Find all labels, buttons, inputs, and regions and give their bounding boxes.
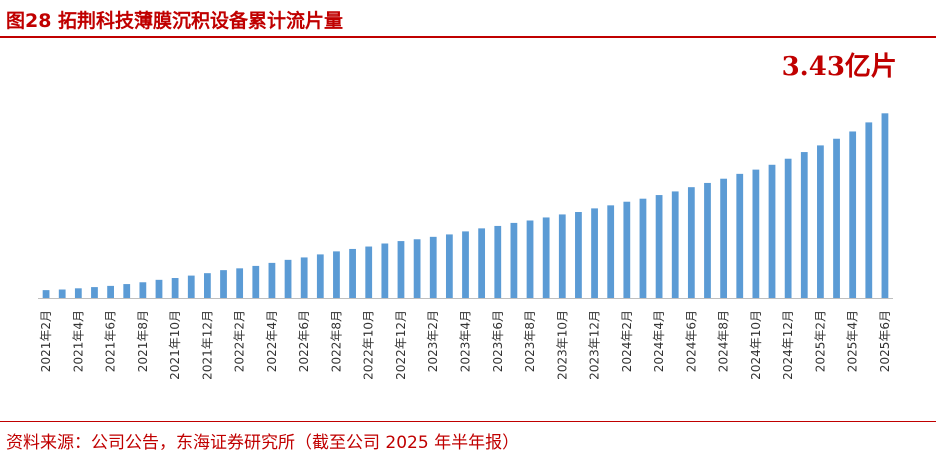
bar-18: [333, 251, 340, 298]
bar-5: [123, 284, 131, 298]
source-divider: [0, 421, 936, 422]
annotation-label: 3.43亿片: [782, 52, 897, 82]
bar-25: [445, 234, 453, 298]
bar-29: [510, 222, 518, 298]
bar-35: [607, 205, 615, 298]
bar-28: [494, 225, 502, 298]
x-tick-label: 2023年10月: [555, 310, 569, 380]
x-tick-label: 2023年6月: [491, 310, 505, 372]
bar-2: [74, 288, 82, 298]
x-tick-label: 2022年8月: [329, 310, 343, 372]
bar-17: [316, 254, 324, 298]
bar-42: [720, 178, 728, 298]
x-tick-label: 2024年12月: [781, 310, 795, 380]
bar-26: [462, 231, 469, 298]
x-tick-label: 2022年6月: [297, 310, 311, 372]
bar-45: [768, 164, 776, 298]
x-tick-label: 2025年2月: [813, 310, 827, 372]
bar-50: [849, 131, 857, 298]
bar-33: [575, 212, 582, 298]
bar-10: [204, 273, 211, 298]
bar-13: [252, 265, 260, 298]
bar-44: [752, 169, 760, 298]
bar-1: [58, 289, 66, 298]
x-tick-label: 2025年6月: [878, 310, 892, 372]
bar-48: [817, 145, 824, 298]
bar-36: [623, 201, 631, 298]
chart-title: 图28 拓荆科技薄膜沉积设备累计流片量: [6, 10, 344, 32]
x-tick-labels: 2021年2月 2021年4月 2021年6月 2021年8月 2021年10月 2021…: [39, 310, 892, 380]
bar-31: [542, 217, 550, 298]
bar-4: [107, 285, 114, 298]
bar-8: [171, 278, 179, 298]
bar-37: [639, 198, 647, 298]
x-tick-label: 2021年12月: [200, 310, 214, 380]
source-note: 资料来源：公司公告，东海证券研究所（截至公司 2025 年半年报）: [6, 433, 520, 453]
bar-chart: 2021年2月 2021年4月 2021年6月 2021年8月 2021年10月 2021…: [38, 52, 897, 380]
bars-group: [42, 113, 889, 298]
x-tick-label: 2024年2月: [620, 310, 634, 372]
x-tick-label: 2023年12月: [588, 310, 602, 380]
bar-3: [91, 287, 98, 298]
bar-30: [526, 220, 534, 298]
x-tick-label: 2021年6月: [104, 310, 118, 372]
x-tick-label: 2022年10月: [362, 310, 376, 380]
bar-49: [833, 138, 840, 298]
x-tick-label: 2021年10月: [168, 310, 182, 380]
bar-19: [349, 248, 356, 298]
x-tick-label: 2024年8月: [717, 310, 731, 372]
bar-27: [478, 228, 486, 298]
bar-32: [558, 214, 566, 298]
x-tick-label: 2023年8月: [523, 310, 537, 372]
bar-52: [881, 113, 889, 298]
bar-23: [413, 239, 421, 298]
bar-22: [397, 241, 405, 298]
bar-51: [865, 122, 873, 298]
bar-34: [591, 208, 598, 298]
bar-14: [268, 262, 276, 298]
x-tick-label: 2024年6月: [684, 310, 698, 372]
bar-7: [155, 279, 163, 298]
x-tick-label: 2025年4月: [846, 310, 860, 372]
x-tick-label: 2022年12月: [394, 310, 408, 380]
x-tick-label: 2021年8月: [136, 310, 150, 372]
x-tick-label: 2022年4月: [265, 310, 279, 372]
bar-43: [736, 173, 744, 298]
x-tick-label: 2024年10月: [749, 310, 763, 380]
bar-15: [284, 259, 292, 298]
bar-12: [236, 268, 244, 298]
x-tick-label: 2023年2月: [426, 310, 440, 372]
bar-20: [365, 246, 373, 298]
bar-38: [655, 195, 663, 298]
bar-16: [300, 257, 308, 298]
bar-11: [220, 270, 227, 298]
bar-47: [800, 152, 808, 298]
bar-24: [429, 236, 437, 298]
bar-40: [687, 187, 695, 298]
bar-41: [704, 182, 711, 298]
bar-39: [671, 191, 679, 298]
bar-6: [139, 282, 147, 298]
title-divider: [0, 36, 936, 38]
x-tick-label: 2022年2月: [233, 310, 247, 372]
x-tick-label: 2023年4月: [459, 310, 473, 372]
bar-9: [187, 275, 195, 298]
x-tick-label: 2021年4月: [71, 310, 85, 372]
x-tick-label: 2021年2月: [39, 310, 53, 372]
bar-46: [784, 158, 792, 298]
bar-0: [42, 290, 50, 298]
bar-21: [381, 243, 389, 298]
x-tick-label: 2024年4月: [652, 310, 666, 372]
